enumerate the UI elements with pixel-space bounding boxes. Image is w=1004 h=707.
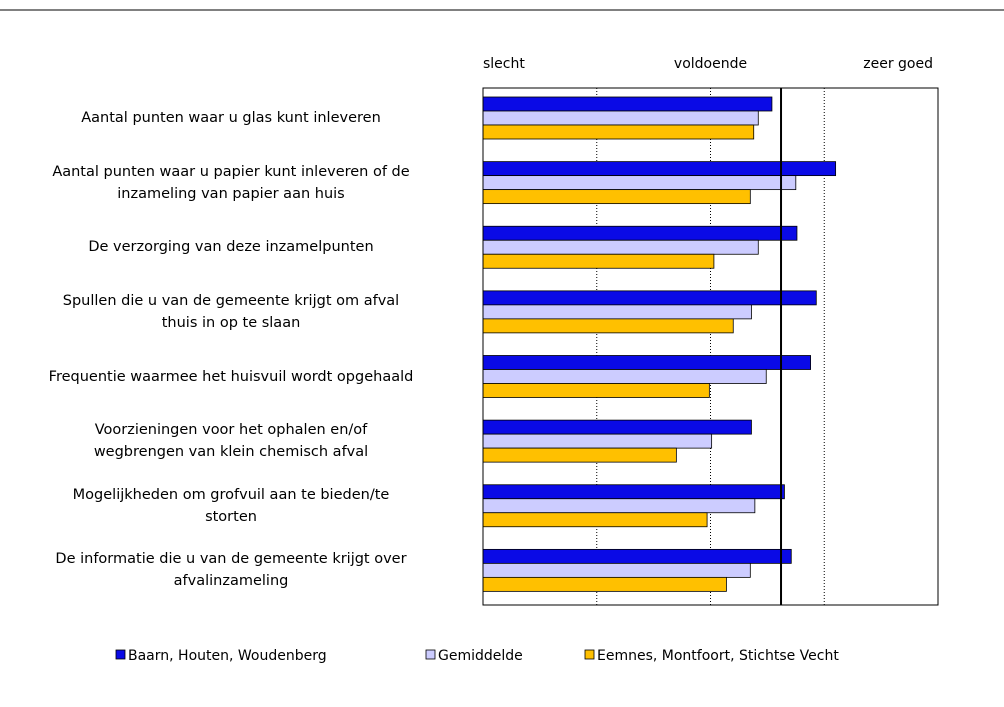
bar bbox=[482, 355, 812, 370]
legend-label: Gemiddelde bbox=[438, 648, 523, 664]
bar bbox=[482, 369, 767, 384]
category-label: Aantal punten waar u papier kunt inlever… bbox=[52, 163, 410, 202]
x-tick-label: voldoende bbox=[674, 56, 747, 72]
bar bbox=[482, 562, 751, 578]
bar bbox=[482, 110, 759, 126]
bar bbox=[482, 225, 798, 241]
bar bbox=[482, 433, 713, 449]
legend-label: Baarn, Houten, Woudenberg bbox=[128, 648, 327, 664]
bar bbox=[482, 161, 837, 177]
plot-frame bbox=[482, 87, 939, 606]
bar bbox=[482, 484, 785, 500]
category-label: Aantal punten waar u glas kunt inleveren bbox=[81, 110, 381, 126]
bar bbox=[482, 318, 734, 334]
category-label: De verzorging van deze inzamelpunten bbox=[88, 239, 374, 256]
bar bbox=[482, 124, 755, 140]
category-label: De informatie die u van de gemeente krij… bbox=[55, 551, 407, 590]
bar bbox=[482, 419, 752, 435]
bar bbox=[482, 96, 773, 112]
bar bbox=[482, 576, 727, 592]
bar bbox=[482, 447, 677, 463]
legend-label: Eemnes, Montfoort, Stichtse Vecht bbox=[597, 648, 839, 664]
bar bbox=[482, 175, 797, 191]
legend-swatch bbox=[115, 649, 126, 660]
legend-swatch bbox=[584, 649, 595, 660]
bar bbox=[482, 304, 752, 320]
x-tick-label: zeer goed bbox=[863, 56, 933, 72]
bar bbox=[482, 253, 715, 269]
bar bbox=[482, 383, 710, 398]
bar bbox=[482, 512, 708, 528]
category-label: Mogelijkheden om grofvuil aan te bieden/… bbox=[72, 486, 390, 525]
category-label: Voorzieningen voor het ophalen en/of weg… bbox=[93, 422, 369, 461]
category-label: Spullen die u van de gemeente krijgt om … bbox=[62, 292, 400, 331]
bar bbox=[482, 290, 817, 306]
x-tick-label: slecht bbox=[483, 56, 525, 72]
bar bbox=[482, 548, 792, 564]
legend-swatch bbox=[425, 649, 436, 660]
bar bbox=[482, 189, 751, 205]
bar bbox=[482, 498, 756, 514]
bar bbox=[482, 239, 759, 255]
category-label: Frequentie waarmee het huisvuil wordt op… bbox=[48, 368, 414, 385]
